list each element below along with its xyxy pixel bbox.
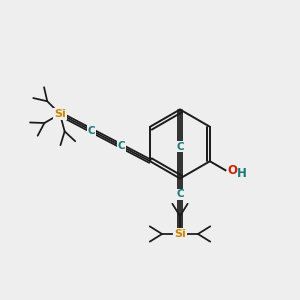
Text: C: C	[118, 141, 125, 151]
Text: C: C	[176, 142, 184, 152]
Text: O: O	[227, 164, 237, 177]
Text: Si: Si	[54, 109, 66, 119]
Text: C: C	[176, 189, 184, 199]
Text: H: H	[237, 167, 247, 180]
Text: C: C	[88, 125, 95, 136]
Text: Si: Si	[174, 229, 186, 239]
